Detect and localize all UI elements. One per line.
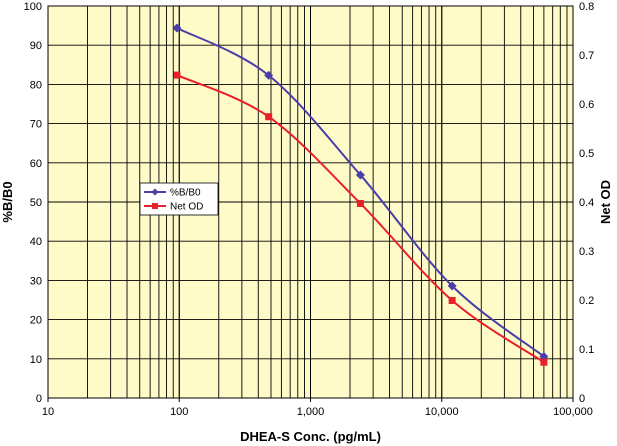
data-point xyxy=(539,351,549,361)
y-right-tick-label: 0.5 xyxy=(579,148,594,160)
data-point xyxy=(355,170,365,180)
y-left-tick-label: 60 xyxy=(30,158,42,170)
y-right-tick-label: 0.8 xyxy=(579,1,594,13)
legend-marker xyxy=(151,188,159,196)
data-point xyxy=(265,113,273,121)
y-left-tick-label: 100 xyxy=(24,1,42,13)
y-right-tick-label: 0.3 xyxy=(579,246,594,258)
y-right-tick-label: 0.2 xyxy=(579,295,594,307)
legend-label: %B/B0 xyxy=(170,188,201,199)
x-tick-label: 1,000 xyxy=(297,406,325,418)
data-point xyxy=(540,358,548,366)
y-left-tick-label: 30 xyxy=(30,275,42,287)
y-left-tick-label: 90 xyxy=(30,40,42,52)
y-left-tick-label: 0 xyxy=(36,393,42,405)
data-point xyxy=(447,281,457,291)
y-left-tick-label: 40 xyxy=(30,236,42,248)
y-right-tick-label: 0.4 xyxy=(579,197,594,209)
legend-marker xyxy=(152,203,158,209)
y-right-tick-label: 0.1 xyxy=(579,344,594,356)
data-point xyxy=(448,296,456,304)
data-point xyxy=(356,199,364,207)
legend: %B/B0 Net OD xyxy=(139,182,219,216)
y-axis-right-title: Net OD xyxy=(598,180,613,224)
x-tick-label: 10 xyxy=(42,406,54,418)
x-axis-title: DHEA-S Conc. (pg/mL) xyxy=(240,429,381,444)
x-tick-label: 100,000 xyxy=(553,406,593,418)
data-point xyxy=(264,70,274,80)
data-point xyxy=(172,23,182,33)
y-left-tick-label: 20 xyxy=(30,315,42,327)
legend-label: Net OD xyxy=(170,202,203,213)
y-left-tick-label: 80 xyxy=(30,79,42,91)
x-tick-label: 100 xyxy=(170,406,188,418)
y-right-tick-label: 0.6 xyxy=(579,99,594,111)
y-left-tick-label: 70 xyxy=(30,119,42,131)
y-right-tick-label: 0.7 xyxy=(579,50,594,62)
y-axis-left-title: %B/B0 xyxy=(0,181,15,222)
y-right-tick-label: 0 xyxy=(579,393,585,405)
axes: 10 100 1,000 10,000 100,00001020304050607080… xyxy=(24,1,595,418)
legend-box xyxy=(139,182,219,216)
series xyxy=(172,23,549,366)
data-point xyxy=(173,71,181,79)
x-tick-label: 10,000 xyxy=(425,406,459,418)
y-left-tick-label: 10 xyxy=(30,354,42,366)
y-left-tick-label: 50 xyxy=(30,197,42,209)
